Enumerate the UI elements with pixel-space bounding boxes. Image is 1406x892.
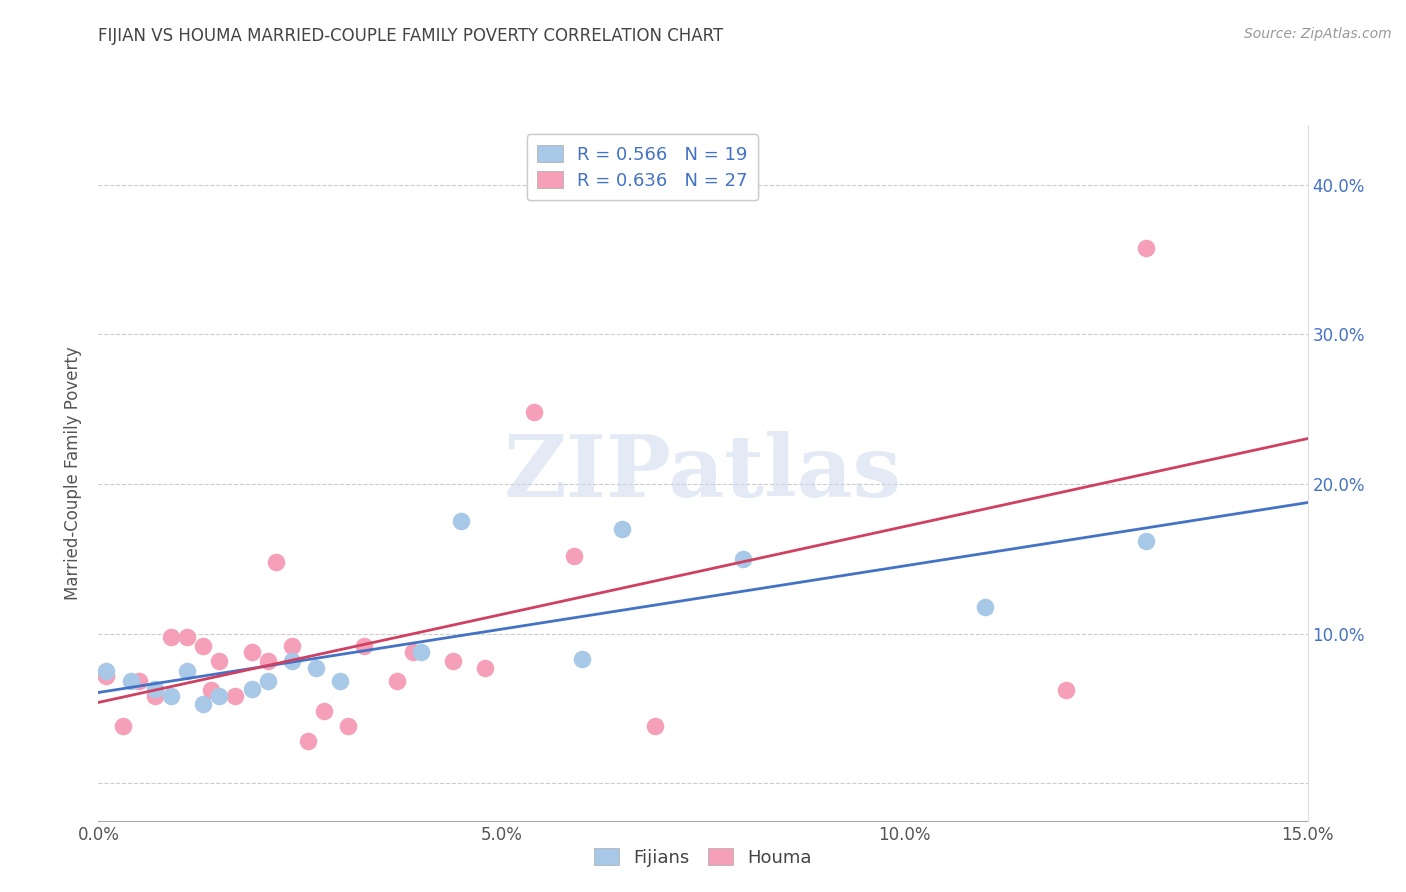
Point	[128, 674, 150, 689]
Point	[111, 719, 134, 733]
Point	[256, 654, 278, 668]
Point	[571, 652, 593, 666]
Point	[224, 690, 246, 704]
Point	[160, 630, 183, 644]
Point	[337, 719, 360, 733]
Point	[256, 674, 278, 689]
Point	[193, 697, 215, 711]
Point	[96, 664, 118, 678]
Point	[200, 683, 222, 698]
Point	[208, 654, 231, 668]
Point	[264, 555, 287, 569]
Point	[314, 705, 336, 719]
Point	[353, 639, 375, 653]
Point	[974, 599, 997, 614]
Point	[562, 549, 585, 563]
Point	[143, 681, 166, 696]
Point	[297, 734, 319, 748]
Y-axis label: Married-Couple Family Poverty: Married-Couple Family Poverty	[65, 346, 83, 599]
Point	[305, 661, 328, 675]
Point	[1054, 683, 1077, 698]
Point	[281, 639, 304, 653]
Point	[96, 668, 118, 682]
Point	[612, 522, 634, 536]
Legend: Fijians, Houma: Fijians, Houma	[586, 841, 820, 874]
Point	[240, 644, 263, 658]
Point	[143, 690, 166, 704]
Legend: R = 0.566   N = 19, R = 0.636   N = 27: R = 0.566 N = 19, R = 0.636 N = 27	[527, 134, 758, 201]
Point	[1135, 533, 1157, 548]
Point	[329, 674, 352, 689]
Point	[733, 551, 755, 566]
Point	[644, 719, 666, 733]
Point	[193, 639, 215, 653]
Text: FIJIAN VS HOUMA MARRIED-COUPLE FAMILY POVERTY CORRELATION CHART: FIJIAN VS HOUMA MARRIED-COUPLE FAMILY PO…	[98, 27, 724, 45]
Point	[385, 674, 408, 689]
Point	[441, 654, 464, 668]
Point	[402, 644, 425, 658]
Text: ZIPatlas: ZIPatlas	[503, 431, 903, 515]
Point	[160, 690, 183, 704]
Point	[240, 681, 263, 696]
Text: Source: ZipAtlas.com: Source: ZipAtlas.com	[1244, 27, 1392, 41]
Point	[1135, 241, 1157, 255]
Point	[523, 405, 546, 419]
Point	[281, 654, 304, 668]
Point	[176, 630, 198, 644]
Point	[208, 690, 231, 704]
Point	[120, 674, 142, 689]
Point	[176, 664, 198, 678]
Point	[450, 515, 472, 529]
Point	[409, 644, 432, 658]
Point	[474, 661, 496, 675]
